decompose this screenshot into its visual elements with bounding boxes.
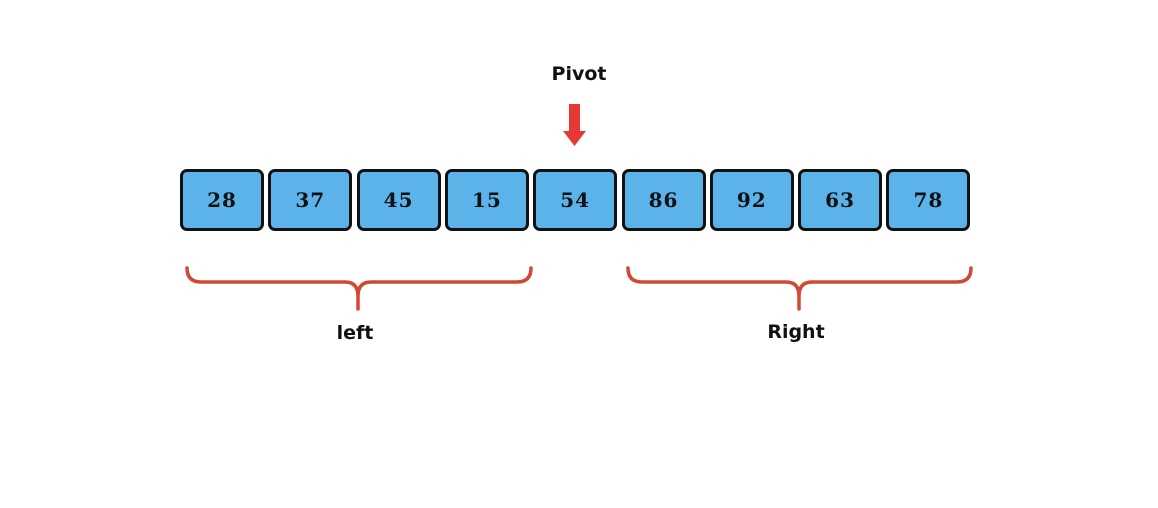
array-cell: 37 <box>268 169 353 231</box>
right-partition-label: Right <box>767 321 825 343</box>
array-cell: 15 <box>444 169 529 231</box>
array-cell: 92 <box>709 169 794 231</box>
array-cell: 63 <box>798 169 883 231</box>
left-brace <box>185 266 533 311</box>
array-cell: 86 <box>621 169 706 231</box>
right-brace <box>626 266 973 311</box>
array-cell: 28 <box>180 169 264 231</box>
array-cell: 45 <box>356 169 441 231</box>
array-cell: 78 <box>886 169 971 231</box>
array-cell: 54 <box>533 169 618 231</box>
pivot-label: Pivot <box>551 63 607 85</box>
left-partition-label: left <box>336 322 374 344</box>
down-arrow-icon <box>563 104 586 146</box>
